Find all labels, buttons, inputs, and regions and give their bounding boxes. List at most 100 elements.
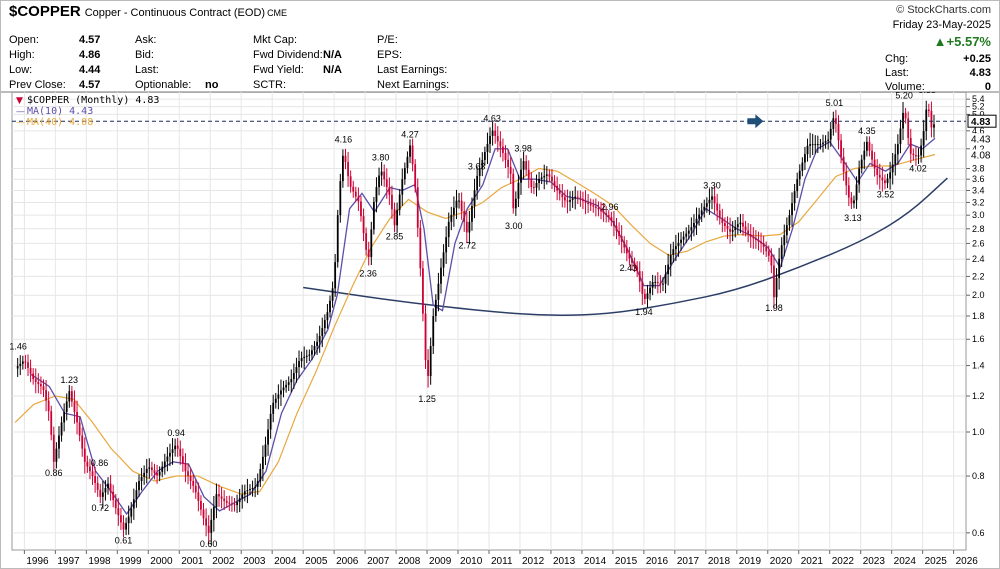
- price-candle: [442, 252, 445, 268]
- price-candle: [496, 135, 499, 142]
- price-candle: [243, 491, 246, 495]
- price-candle: [192, 480, 195, 486]
- price-chart[interactable]: 1.46 0.86 1.23 0.86 0.72 0.61 0.94 0.60 4.16 2.36…: [0, 92, 1000, 569]
- price-candle: [695, 218, 698, 223]
- price-candle: [829, 128, 832, 140]
- price-candle: [375, 187, 378, 202]
- price-candle: [902, 112, 904, 129]
- price-candle: [107, 483, 109, 489]
- price-candle: [202, 509, 205, 519]
- price-candle: [920, 145, 922, 156]
- price-candle: [411, 145, 414, 165]
- quote-value: N/A: [323, 64, 342, 76]
- price-candle: [473, 190, 476, 207]
- symbol[interactable]: $COPPER: [9, 3, 81, 20]
- price-candle: [615, 225, 618, 231]
- price-candle: [613, 220, 615, 226]
- symbol-description: Copper - Continuous Contract (EOD): [84, 7, 266, 19]
- price-candle: [396, 209, 399, 226]
- y-tick-label: 0.8: [972, 471, 985, 481]
- price-candle: [527, 169, 530, 179]
- price-candle: [884, 180, 886, 184]
- data-label: 2.36: [359, 269, 377, 279]
- price-candle: [827, 139, 830, 142]
- price-candle: [773, 265, 775, 298]
- x-tick-label: 1996: [26, 556, 49, 567]
- price-candle: [889, 172, 892, 179]
- price-candle: [713, 196, 716, 204]
- price-tag-bg: [968, 133, 996, 144]
- stat-label: Last:: [885, 67, 909, 79]
- data-label: 1.23: [61, 375, 79, 385]
- price-candle: [161, 466, 164, 472]
- price-candle: [370, 229, 373, 258]
- price-candle: [605, 213, 608, 216]
- price-candle: [553, 181, 556, 186]
- price-candle: [651, 282, 654, 288]
- copyright[interactable]: © StockCharts.com: [896, 4, 991, 16]
- price-candle: [625, 247, 628, 254]
- price-candle: [326, 312, 329, 321]
- price-candle: [481, 159, 484, 168]
- price-candle: [55, 448, 58, 462]
- price-candle: [855, 184, 858, 201]
- price-candle: [122, 522, 125, 530]
- price-tag-bg: [968, 149, 996, 160]
- quote-value: 4.86: [79, 49, 101, 61]
- y-tick-label: 2.6: [972, 238, 985, 248]
- price-candle: [912, 153, 915, 156]
- price-candle: [181, 456, 184, 464]
- price-candle: [623, 241, 626, 248]
- y-tick-label: 4.6: [972, 126, 985, 136]
- price-candle: [881, 177, 884, 181]
- y-tick-label: 5.2: [972, 102, 985, 112]
- price-candle: [21, 361, 24, 364]
- price-candle: [682, 236, 685, 240]
- price-candle: [34, 379, 37, 382]
- x-tick-label: 2005: [305, 556, 328, 567]
- price-candle: [367, 249, 370, 258]
- x-tick-label: 2009: [429, 556, 452, 567]
- quote-label: Open:: [9, 34, 39, 46]
- x-tick-label: 2020: [770, 556, 793, 567]
- price-candle: [416, 187, 419, 228]
- price-candle: [127, 516, 130, 524]
- price-candle: [878, 174, 881, 178]
- price-candle: [607, 215, 610, 218]
- price-candle: [150, 467, 153, 471]
- price-candle: [445, 237, 448, 253]
- price-candle: [703, 206, 706, 211]
- price-candle: [344, 155, 347, 163]
- price-candle: [592, 205, 595, 207]
- price-candle: [840, 140, 842, 157]
- x-tick-label: 2012: [522, 556, 545, 567]
- price-candle: [73, 401, 76, 412]
- price-candle: [83, 448, 86, 462]
- price-candle: [254, 486, 257, 488]
- price-candle: [775, 278, 778, 298]
- legend: ▼ $COPPER (Monthly) 4.83— MA(10) 4.43— MA(4…: [16, 95, 159, 128]
- price-candle: [662, 283, 664, 285]
- quote-label: Low:: [9, 64, 33, 76]
- data-label: 3.98: [514, 143, 532, 153]
- price-candle: [739, 222, 742, 225]
- data-label: 3.30: [703, 180, 721, 190]
- y-tick-label: 1.8: [972, 311, 985, 321]
- data-label: 4.63: [483, 114, 501, 124]
- price-candle: [135, 490, 138, 500]
- price-candle: [285, 384, 288, 388]
- x-tick-label: 1998: [88, 556, 111, 567]
- price-candle: [545, 174, 548, 176]
- price-candle: [757, 240, 760, 242]
- price-candle: [158, 471, 161, 476]
- x-tick-label: 2010: [460, 556, 483, 567]
- price-candle: [455, 200, 458, 208]
- price-candle: [899, 128, 902, 145]
- ma40-path: [14, 153, 936, 495]
- price-candle: [104, 488, 107, 493]
- quote-label: P/E:: [377, 34, 398, 46]
- price-candle: [130, 508, 133, 517]
- quote-label: Last Earnings:: [377, 64, 448, 76]
- curve-path: [302, 177, 948, 317]
- price-candle: [99, 489, 102, 497]
